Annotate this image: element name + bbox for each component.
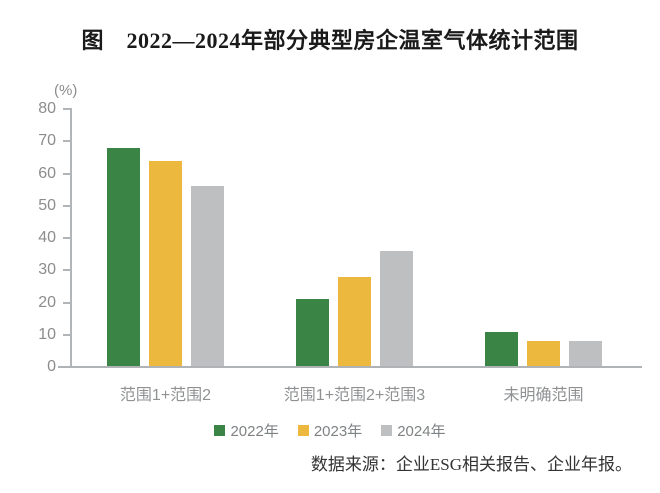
y-tick-label-0: 0	[47, 358, 56, 375]
bar-2022-group2	[296, 299, 329, 367]
legend-item-2024: 2024年	[381, 420, 446, 441]
chart-title: 图 2022—2024年部分典型房企温室气体统计范围	[81, 28, 579, 53]
x-category-label-3: 未明确范围	[503, 387, 584, 404]
legend-swatch-2023	[297, 425, 309, 436]
y-tick-label-50: 50	[38, 196, 56, 214]
bar-2024-group3	[569, 341, 602, 367]
y-tick-label-20: 20	[38, 293, 56, 311]
bar-2022-group1	[107, 147, 140, 367]
bar-2023-group1	[149, 160, 182, 367]
x-category-label-1: 范围1+范围2	[119, 387, 212, 404]
y-axis-line	[70, 108, 72, 367]
y-tick-mark-30	[63, 269, 71, 272]
legend-item-2023: 2023年	[297, 420, 363, 441]
y-tick-mark-40	[63, 237, 71, 239]
legend-label-2023: 2023年	[313, 423, 363, 440]
y-tick-label-60: 60	[38, 164, 56, 182]
x-axis-line	[58, 366, 642, 368]
legend-label-2024: 2024年	[397, 423, 446, 440]
bar-2022-group3	[485, 331, 518, 367]
y-tick-mark-50	[63, 204, 71, 207]
y-tick-label-70: 70	[38, 132, 56, 150]
y-tick-mark-70	[63, 140, 71, 143]
x-category-label-2: 范围1+范围2+范围3	[283, 387, 426, 404]
legend-label-2022: 2022年	[230, 423, 279, 440]
bar-2024-group1	[191, 186, 224, 367]
bar-2024-group2	[380, 250, 413, 367]
legend-swatch-2024	[381, 425, 393, 436]
y-tick-mark-10	[63, 333, 71, 336]
y-tick-label-10: 10	[38, 325, 56, 343]
y-tick-label-40: 40	[38, 229, 56, 246]
bar-2023-group2	[338, 276, 371, 367]
y-axis-unit-label: (%)	[54, 82, 78, 99]
y-tick-label-30: 30	[38, 261, 56, 279]
legend: 2022年 2023年 2024年	[0, 420, 660, 441]
legend-swatch-2022	[214, 425, 226, 436]
data-source-note: 数据来源：企业ESG相关报告、企业年报。	[310, 455, 632, 474]
y-tick-mark-60	[63, 172, 71, 175]
y-tick-label-80: 80	[38, 100, 56, 117]
y-tick-mark-80	[63, 108, 71, 110]
bar-2023-group3	[527, 341, 560, 367]
y-tick-mark-20	[63, 301, 71, 304]
legend-item-2022: 2022年	[214, 420, 279, 441]
